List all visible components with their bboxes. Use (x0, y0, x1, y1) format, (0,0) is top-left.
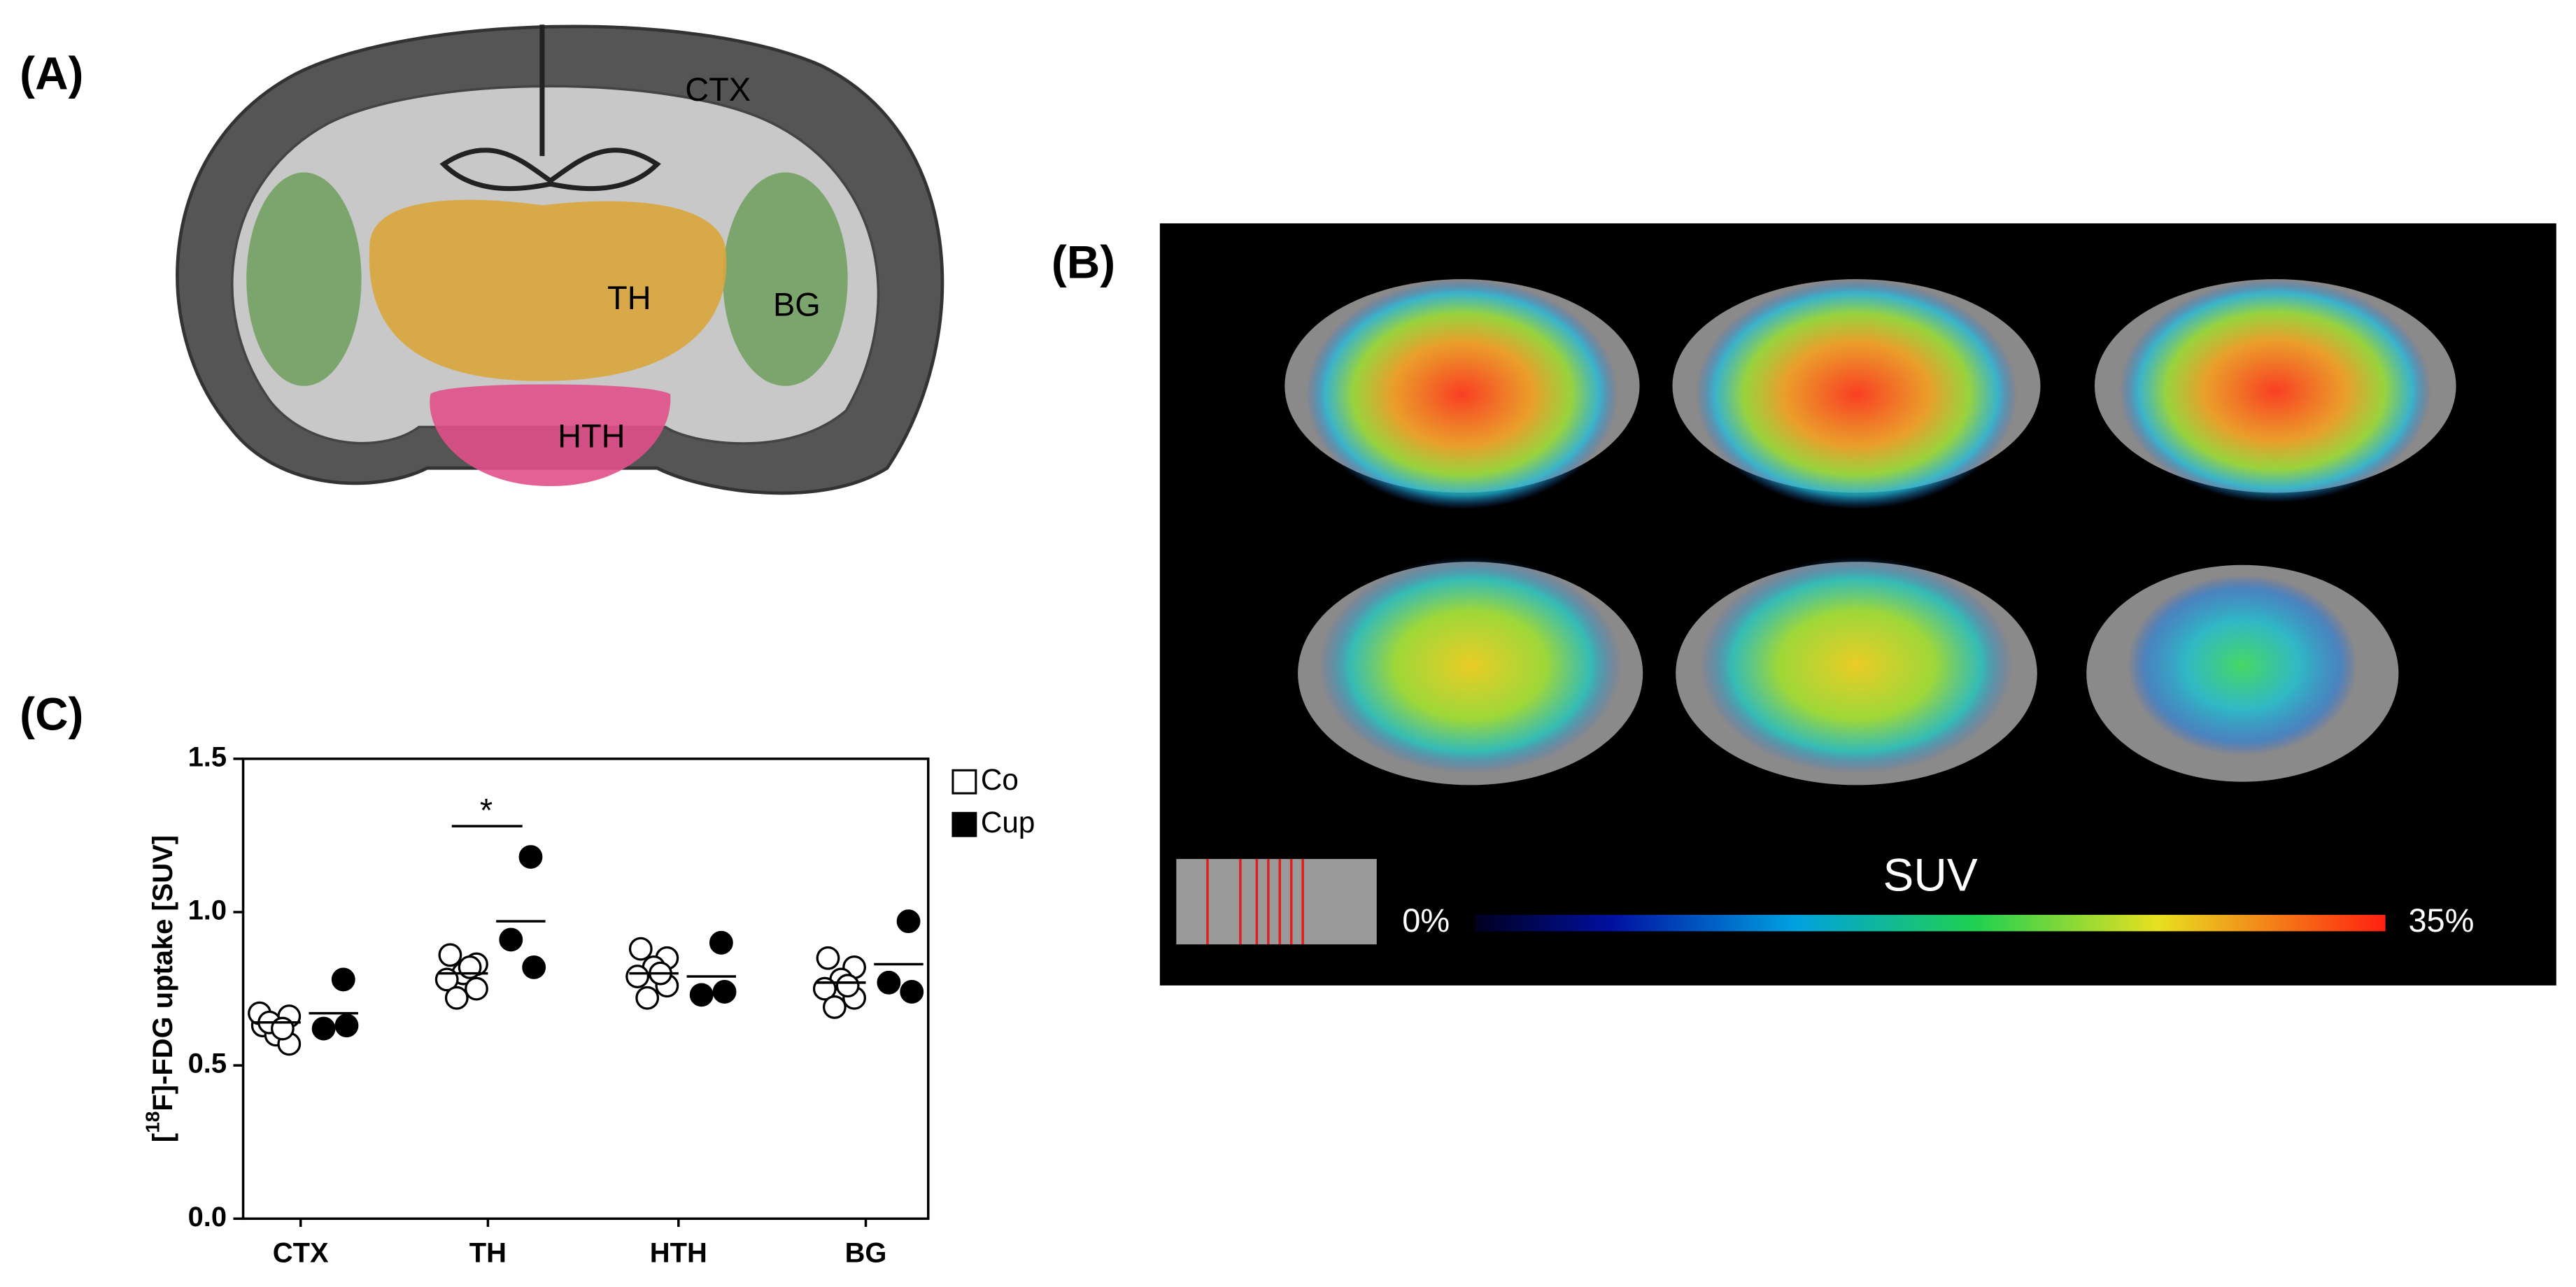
data-point (625, 965, 650, 988)
data-point (518, 845, 543, 869)
data-point (835, 974, 860, 998)
data-point (816, 946, 840, 970)
legend-swatch (951, 811, 977, 837)
plot-frame (241, 758, 930, 1221)
x-tick-label: HTH (650, 1238, 707, 1269)
data-point (331, 967, 355, 992)
panel-label: (C) (20, 688, 83, 739)
slice-thumbnail (1176, 859, 1377, 945)
data-point (822, 995, 847, 1019)
data-point (522, 955, 546, 979)
region-label: HTH (558, 417, 625, 454)
panel-label: (B) (1052, 236, 1115, 288)
x-tick-label: CTX (273, 1238, 329, 1269)
legend-swatch (951, 769, 977, 795)
region-label: TH (607, 279, 651, 316)
data-point (689, 983, 714, 1007)
x-tick-label: TH (469, 1238, 507, 1269)
pet-slices (1285, 279, 2456, 785)
data-point (896, 909, 921, 934)
data-point (635, 986, 660, 1010)
data-point (444, 986, 469, 1010)
colorbar-title: SUV (1883, 849, 1978, 901)
data-point (311, 1016, 336, 1041)
data-point (628, 937, 653, 961)
data-point (709, 930, 733, 955)
y-tick-label: 1.0 (188, 895, 227, 926)
scatter-chart: 0.0 0.5 1.0 1.5 CTX TH HTH BG * Co Cup (188, 741, 1035, 1268)
data-point (438, 943, 462, 967)
data-point (334, 1014, 359, 1038)
y-tick-label: 1.5 (188, 741, 227, 772)
brain-illustration (176, 24, 944, 495)
y-tick-label: 0.0 (188, 1202, 227, 1232)
region-label: CTX (685, 71, 751, 108)
significance-label: * (480, 792, 493, 829)
data-point (458, 955, 482, 979)
x-tick-label: BG (845, 1238, 887, 1269)
panel-label: (A) (20, 48, 83, 99)
legend-label: Cup (981, 806, 1035, 839)
data-point (499, 927, 523, 952)
data-point (465, 976, 488, 1001)
data-point (712, 980, 737, 1004)
y-tick-label: 0.5 (188, 1048, 227, 1079)
region-label: BG (773, 286, 821, 323)
colorbar (1475, 914, 2386, 932)
colorbar-min: 0% (1402, 902, 1450, 939)
data-point (270, 1016, 295, 1041)
data-point (900, 980, 924, 1004)
colorbar-max: 35% (2408, 902, 2474, 939)
data-point (877, 970, 901, 995)
legend-label: Co (981, 763, 1019, 796)
y-axis-label: [18F]-FDG uptake [SUV] (141, 835, 178, 1142)
